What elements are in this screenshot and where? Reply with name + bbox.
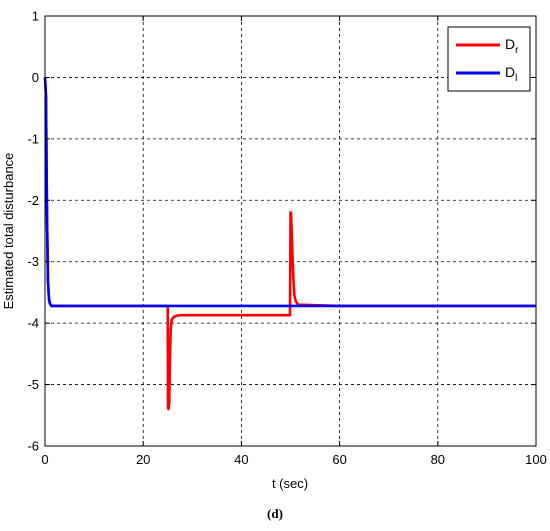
y-tick-label: -2 [27,193,39,208]
x-tick-label: 20 [136,452,150,467]
y-tick-label: -3 [27,254,39,269]
plot-frame [44,15,537,447]
x-axis-label: t (sec) [272,476,308,491]
tick-labels: 0 20 40 60 80 100 1 0 -1 -2 -3 -4 -5 -6 [27,9,546,468]
y-tick-label: 0 [32,70,39,85]
legend-box [447,26,531,92]
series-lines [43,77,536,411]
x-tick-label: 40 [234,452,248,467]
axis-ticks [44,15,537,447]
y-tick-label: 1 [32,9,39,24]
legend-label-dl: Dl [505,64,517,84]
y-tick-label: -1 [27,131,39,146]
legend: Dr Dl [447,26,531,92]
x-tick-label: 100 [525,452,547,467]
x-tick-label: 0 [41,452,48,467]
y-tick-label: -6 [27,439,39,454]
y-tick-label: -4 [27,316,39,331]
y-axis-label: Estimated total disturbance [1,153,16,310]
x-tick-label: 60 [332,452,346,467]
x-tick-label: 80 [431,452,445,467]
series-line-dl [43,77,536,308]
y-tick-label: -5 [27,377,39,392]
legend-label-dr: Dr [505,36,519,56]
figure-caption: (d) [267,506,283,521]
